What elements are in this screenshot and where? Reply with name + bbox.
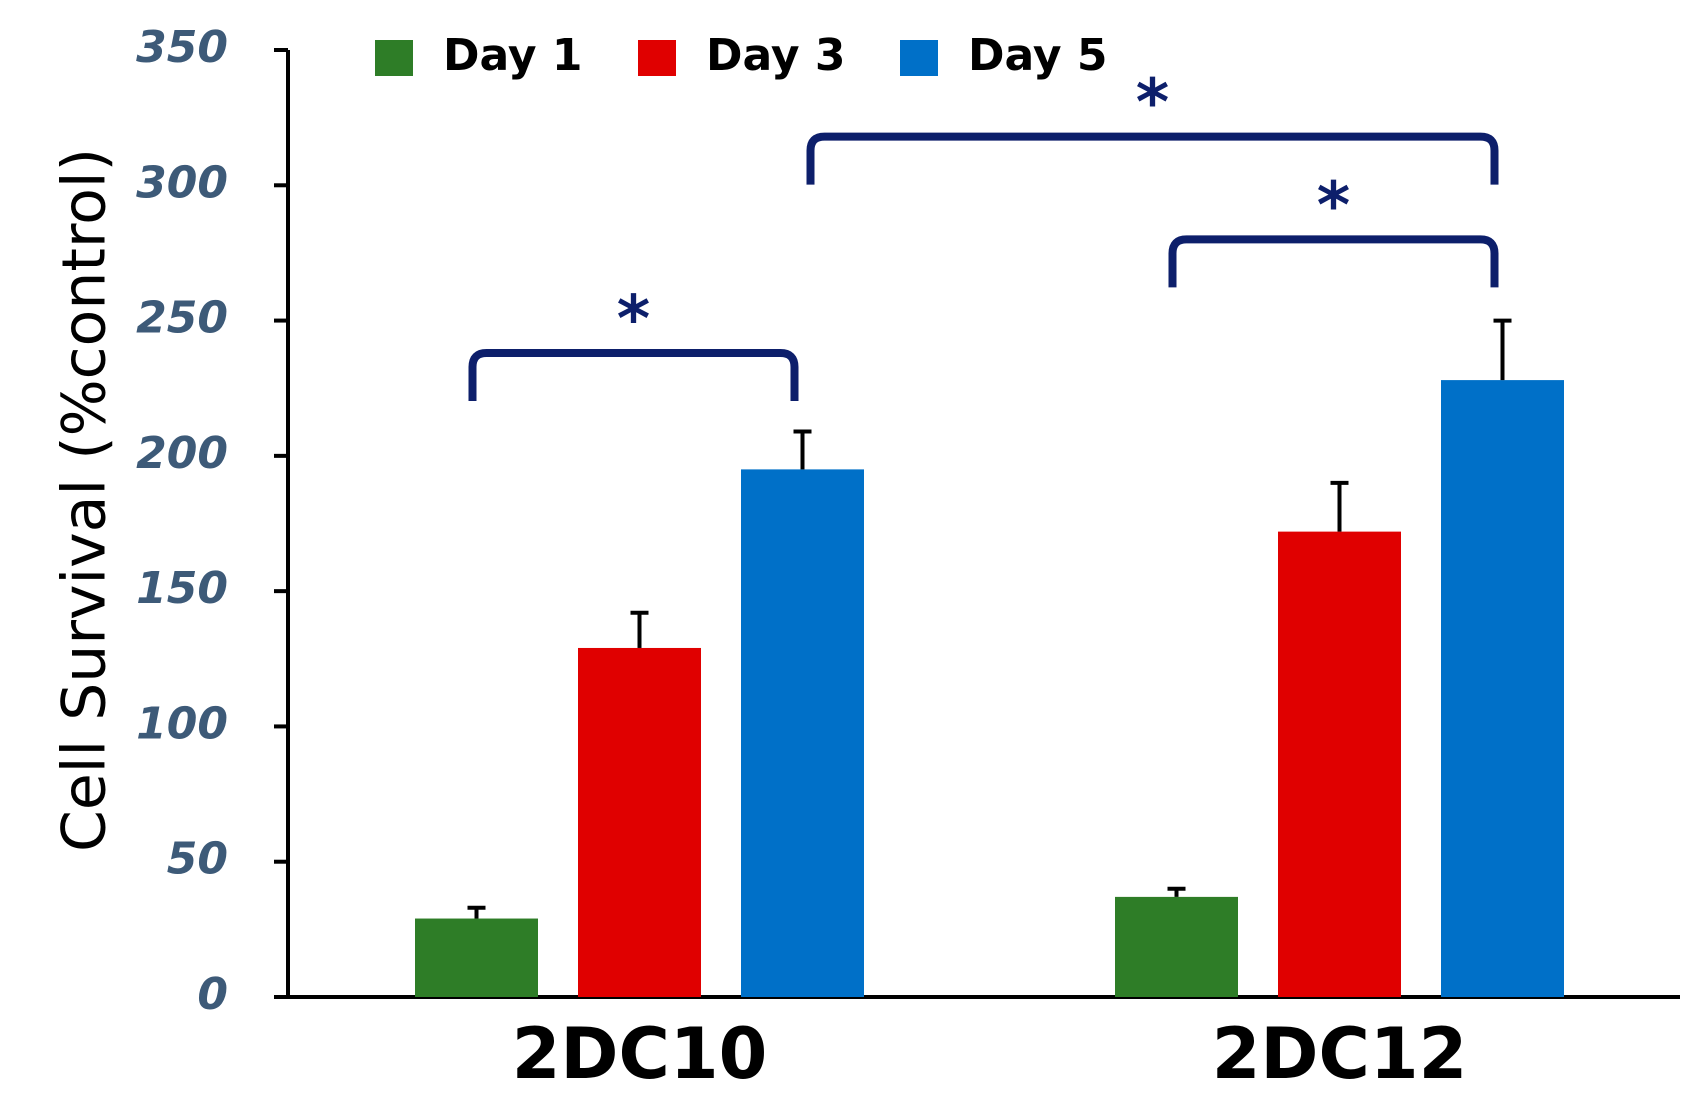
y-tick-label: 200 (136, 428, 228, 479)
bar (1115, 896, 1238, 997)
legend-swatch (638, 40, 676, 76)
bar (741, 469, 864, 997)
y-tick-label: 100 (136, 698, 228, 749)
legend-label: Day 1 (443, 30, 582, 81)
y-tick-label: 250 (136, 293, 228, 344)
significance-star: * (617, 283, 650, 357)
legend-swatch (900, 40, 938, 76)
y-tick-label: 350 (136, 22, 228, 73)
bar (1441, 380, 1564, 997)
significance-star: * (1136, 67, 1169, 141)
y-tick-label: 50 (167, 834, 228, 885)
significance-star: * (1317, 169, 1350, 243)
y-tick-label: 300 (136, 157, 228, 208)
legend-label: Day 5 (968, 30, 1107, 81)
legend-swatch (375, 40, 413, 76)
significance-bracket (468, 349, 799, 402)
legend-label: Day 3 (706, 30, 845, 81)
x-category-label: 2DC12 (1212, 1013, 1468, 1095)
x-category-label: 2DC10 (512, 1013, 768, 1095)
significance-bracket (806, 132, 1499, 185)
significance-bracket (1168, 235, 1499, 288)
bar (1278, 531, 1401, 997)
bar (578, 647, 701, 997)
bar (415, 918, 538, 997)
plot-area: 0 50 100 150 200 250 300 350 2DC10 2DC12 Day 1 Day … (136, 22, 1680, 1095)
y-tick-label: 0 (197, 969, 228, 1020)
y-tick-label: 150 (136, 563, 228, 614)
y-axis-label: Cell Survival (%control) (50, 148, 120, 852)
